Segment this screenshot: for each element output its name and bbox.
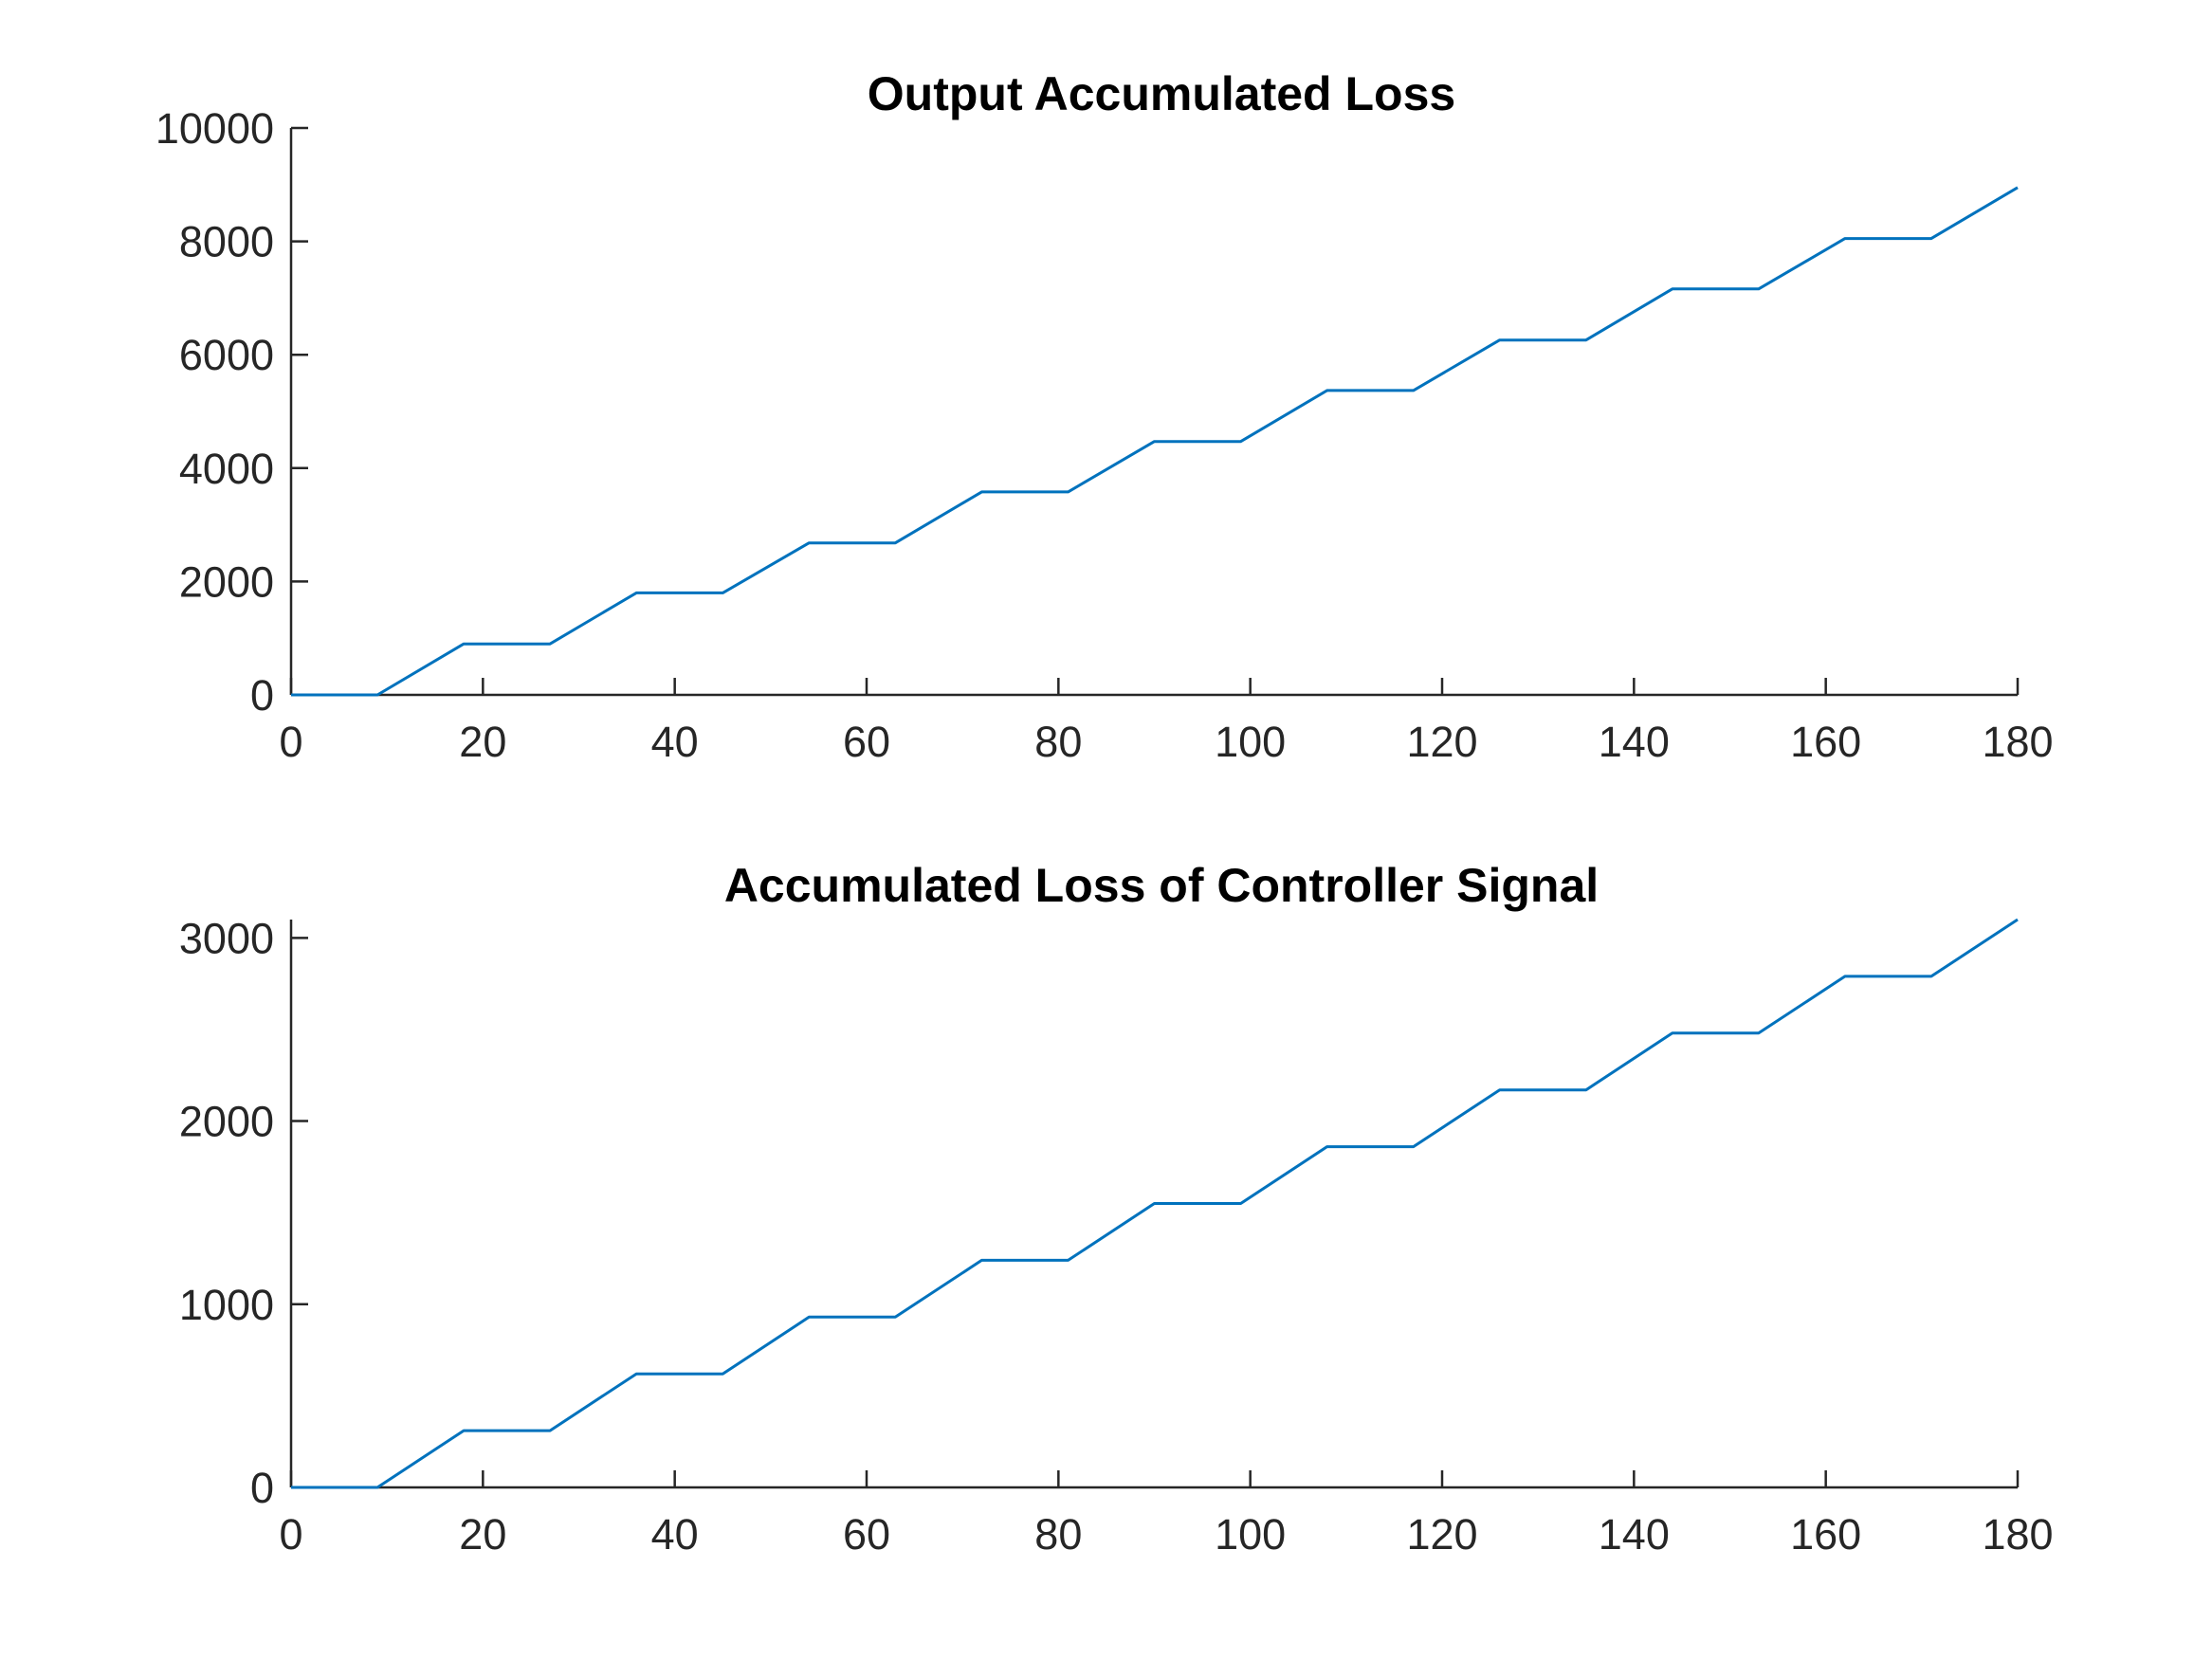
x-tick-label: 40 [651, 1510, 699, 1559]
y-tick-label: 2000 [179, 1098, 274, 1146]
y-tick-label: 10000 [155, 104, 274, 153]
y-tick-label: 3000 [179, 914, 274, 962]
x-tick-label: 80 [1034, 1510, 1082, 1559]
x-tick-label: 0 [279, 1510, 302, 1559]
x-tick-label: 120 [1406, 1510, 1477, 1559]
x-tick-label: 180 [1982, 1510, 2053, 1559]
y-axis: 0 2000 4000 6000 8000 10000 [155, 104, 308, 720]
x-tick-label: 140 [1599, 1510, 1670, 1559]
x-axis: 0 20 40 60 80 100 120 140 160 180 [279, 1470, 2054, 1559]
x-tick-label: 160 [1790, 1510, 1861, 1559]
y-tick-label: 6000 [179, 331, 274, 379]
y-tick-label: 8000 [179, 218, 274, 266]
x-tick-label: 100 [1215, 718, 1286, 766]
x-tick-label: 100 [1215, 1510, 1286, 1559]
series-line-1 [291, 186, 2019, 697]
x-tick-label: 180 [1982, 718, 2053, 766]
chart-title: Accumulated Loss of Controller Signal [724, 859, 1599, 912]
plot-lines [291, 186, 2019, 697]
y-tick-label: 1000 [179, 1281, 274, 1329]
y-tick-label: 2000 [179, 557, 274, 606]
chart-output-accumulated-loss: Output Accumulated Loss 0 20 40 60 80 100 120 1… [155, 67, 2054, 766]
x-tick-label: 20 [459, 1510, 506, 1559]
plot-lines [291, 918, 2019, 1489]
x-tick-label: 160 [1790, 718, 1861, 766]
y-tick-label: 0 [250, 1464, 274, 1512]
y-axis: 0 1000 2000 3000 [179, 914, 308, 1512]
x-tick-label: 80 [1034, 718, 1082, 766]
x-tick-label: 140 [1599, 718, 1670, 766]
x-tick-label: 20 [459, 718, 506, 766]
x-tick-label: 40 [651, 718, 699, 766]
x-tick-label: 120 [1406, 718, 1477, 766]
x-tick-label: 60 [843, 718, 890, 766]
x-axis: 0 20 40 60 80 100 120 140 160 180 [279, 678, 2054, 766]
y-tick-label: 0 [250, 671, 274, 720]
chart-title: Output Accumulated Loss [868, 67, 1455, 120]
y-tick-label: 4000 [179, 445, 274, 493]
x-tick-label: 0 [279, 718, 302, 766]
x-tick-label: 60 [843, 1510, 890, 1559]
chart-accumulated-loss-of-controller-signal: Accumulated Loss of Controller Signal 0 2… [179, 859, 2054, 1559]
series-line-1 [291, 918, 2019, 1489]
